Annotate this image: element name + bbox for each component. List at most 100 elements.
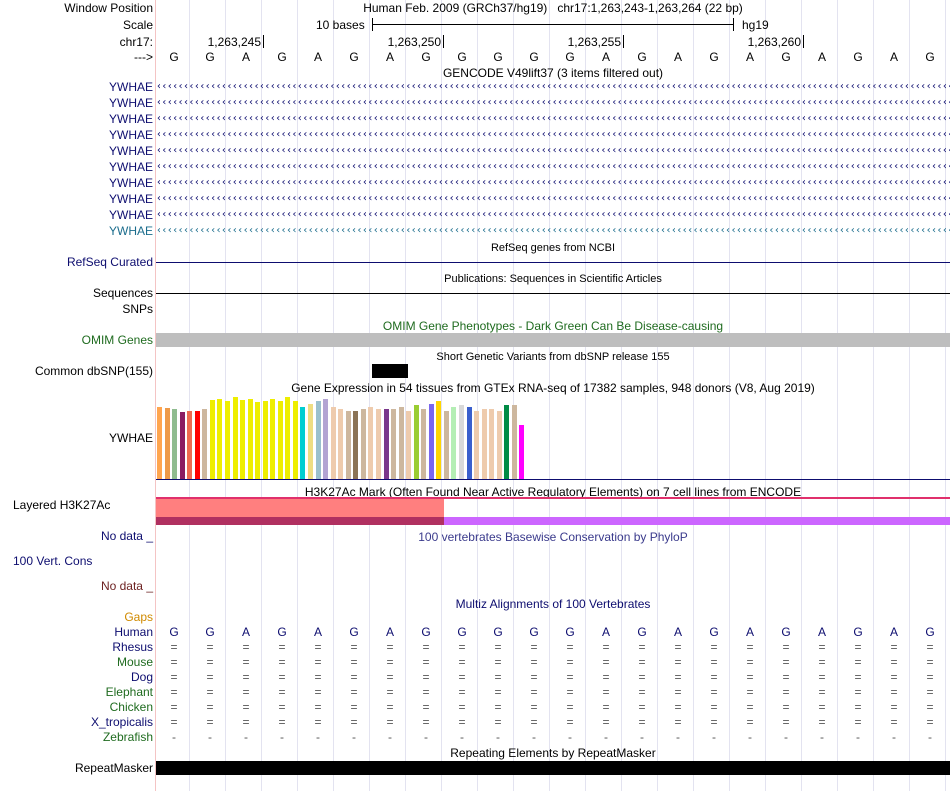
gtex-tissue-bar[interactable] xyxy=(217,399,223,479)
gtex-ywhae-label[interactable]: YWHAE xyxy=(108,431,153,445)
publications-line[interactable] xyxy=(156,293,950,294)
species-label[interactable]: Human xyxy=(114,625,153,639)
gtex-tissue-bar[interactable] xyxy=(451,407,457,479)
refseq-curated-label[interactable]: RefSeq Curated xyxy=(66,255,153,269)
gtex-tissue-bar[interactable] xyxy=(277,401,283,479)
gencode-transcript-label[interactable]: YWHAE xyxy=(108,144,153,158)
species-label[interactable]: Rhesus xyxy=(112,640,153,654)
repeatmasker-label[interactable]: RepeatMasker xyxy=(74,761,153,775)
gtex-tissue-bar[interactable] xyxy=(300,407,306,479)
gtex-tissue-bar[interactable] xyxy=(209,400,215,479)
gtex-tissue-bar[interactable] xyxy=(421,409,427,479)
gtex-tissue-bar[interactable] xyxy=(262,401,268,479)
h3k27ac-signal-pink[interactable] xyxy=(156,499,444,517)
track-image[interactable] xyxy=(156,0,950,791)
gtex-tissue-bar[interactable] xyxy=(511,405,517,479)
gtex-tissue-bar[interactable] xyxy=(308,404,313,479)
gencode-transcript-label[interactable]: YWHAE xyxy=(108,224,153,238)
dbsnp-variant-block[interactable] xyxy=(372,364,408,378)
gencode-transcript-line[interactable]: ‹‹‹‹‹‹‹‹‹‹‹‹‹‹‹‹‹‹‹‹‹‹‹‹‹‹‹‹‹‹‹‹‹‹‹‹‹‹‹‹… xyxy=(156,225,950,236)
layered-h3k27ac-label[interactable]: Layered H3K27Ac xyxy=(13,498,111,512)
omim-gene-bar[interactable] xyxy=(156,333,950,347)
omim-genes-label[interactable]: OMIM Genes xyxy=(81,333,153,347)
gencode-transcript-label[interactable]: YWHAE xyxy=(108,112,153,126)
gtex-tissue-bar[interactable] xyxy=(172,409,178,479)
gencode-transcript-line[interactable]: ‹‹‹‹‹‹‹‹‹‹‹‹‹‹‹‹‹‹‹‹‹‹‹‹‹‹‹‹‹‹‹‹‹‹‹‹‹‹‹‹… xyxy=(156,177,950,188)
gencode-transcript-label[interactable]: YWHAE xyxy=(108,80,153,94)
gtex-tissue-bar[interactable] xyxy=(157,407,162,479)
gtex-tissue-bar[interactable] xyxy=(292,401,298,479)
gtex-tissue-bar[interactable] xyxy=(247,399,253,479)
gtex-tissue-bar[interactable] xyxy=(232,397,238,479)
gtex-tissue-bar[interactable] xyxy=(398,407,404,479)
gtex-tissue-bar[interactable] xyxy=(383,409,389,479)
gencode-transcript-label[interactable]: YWHAE xyxy=(108,128,153,142)
gtex-tissue-bar[interactable] xyxy=(360,409,366,479)
gtex-tissue-bar[interactable] xyxy=(345,411,351,479)
gtex-tissue-bar[interactable] xyxy=(391,409,397,479)
gtex-tissue-bar[interactable] xyxy=(179,412,185,479)
gtex-tissue-bar[interactable] xyxy=(413,405,419,479)
gtex-tissue-bar[interactable] xyxy=(368,407,374,479)
species-label[interactable]: Dog xyxy=(130,670,153,684)
species-label[interactable]: Mouse xyxy=(116,655,153,669)
alignment-match: = xyxy=(926,715,934,729)
gtex-tissue-bar[interactable] xyxy=(338,409,344,479)
gencode-transcript-line[interactable]: ‹‹‹‹‹‹‹‹‹‹‹‹‹‹‹‹‹‹‹‹‹‹‹‹‹‹‹‹‹‹‹‹‹‹‹‹‹‹‹‹… xyxy=(156,113,950,124)
gtex-tissue-bar[interactable] xyxy=(353,411,359,479)
gtex-tissue-bar[interactable] xyxy=(504,405,510,479)
gtex-tissue-bar[interactable] xyxy=(466,407,472,479)
gencode-transcript-line[interactable]: ‹‹‹‹‹‹‹‹‹‹‹‹‹‹‹‹‹‹‹‹‹‹‹‹‹‹‹‹‹‹‹‹‹‹‹‹‹‹‹‹… xyxy=(156,97,950,108)
gencode-transcript-line[interactable]: ‹‹‹‹‹‹‹‹‹‹‹‹‹‹‹‹‹‹‹‹‹‹‹‹‹‹‹‹‹‹‹‹‹‹‹‹‹‹‹‹… xyxy=(156,81,950,92)
gtex-tissue-bar[interactable] xyxy=(164,408,170,479)
gtex-tissue-bar[interactable] xyxy=(428,404,434,479)
sequences-label[interactable]: Sequences xyxy=(92,286,153,300)
alignment-match: = xyxy=(458,700,466,714)
gencode-transcript-line[interactable]: ‹‹‹‹‹‹‹‹‹‹‹‹‹‹‹‹‹‹‹‹‹‹‹‹‹‹‹‹‹‹‹‹‹‹‹‹‹‹‹‹… xyxy=(156,193,950,204)
gtex-tissue-bar[interactable] xyxy=(187,411,193,479)
gtex-tissue-bar[interactable] xyxy=(285,397,291,479)
gtex-tissue-bar[interactable] xyxy=(194,411,200,479)
species-label[interactable]: Elephant xyxy=(105,685,153,699)
gtex-tissue-bar[interactable] xyxy=(459,405,464,479)
h3k27ac-signal-dark[interactable] xyxy=(156,517,444,525)
gtex-tissue-bar[interactable] xyxy=(519,425,525,479)
gencode-transcript-label[interactable]: YWHAE xyxy=(108,96,153,110)
species-label[interactable]: X_tropicalis xyxy=(90,715,153,729)
gtex-tissue-bar[interactable] xyxy=(375,409,381,479)
gtex-tissue-bar[interactable] xyxy=(270,399,276,479)
position-range: chr17:1,263,243-1,263,264 (22 bp) xyxy=(557,1,743,15)
gtex-tissue-bar[interactable] xyxy=(489,409,495,479)
gtex-tissue-bar[interactable] xyxy=(406,411,412,479)
gencode-transcript-label[interactable]: YWHAE xyxy=(108,176,153,190)
species-label[interactable]: Zebrafish xyxy=(102,730,153,744)
gencode-transcript-line[interactable]: ‹‹‹‹‹‹‹‹‹‹‹‹‹‹‹‹‹‹‹‹‹‹‹‹‹‹‹‹‹‹‹‹‹‹‹‹‹‹‹‹… xyxy=(156,161,950,172)
gtex-tissue-bar[interactable] xyxy=(255,402,261,479)
gtex-tissue-bar[interactable] xyxy=(443,411,449,479)
vert-cons-label[interactable]: 100 Vert. Cons xyxy=(13,554,93,568)
repeatmasker-bar[interactable] xyxy=(156,761,950,775)
gtex-tissue-bar[interactable] xyxy=(224,401,230,479)
gencode-transcript-line[interactable]: ‹‹‹‹‹‹‹‹‹‹‹‹‹‹‹‹‹‹‹‹‹‹‹‹‹‹‹‹‹‹‹‹‹‹‹‹‹‹‹‹… xyxy=(156,209,950,220)
gtex-expression-chart[interactable] xyxy=(156,396,950,479)
gtex-tissue-bar[interactable] xyxy=(323,399,329,479)
refseq-gene-line[interactable] xyxy=(156,262,950,263)
gencode-transcript-line[interactable]: ‹‹‹‹‹‹‹‹‹‹‹‹‹‹‹‹‹‹‹‹‹‹‹‹‹‹‹‹‹‹‹‹‹‹‹‹‹‹‹‹… xyxy=(156,129,950,140)
species-label[interactable]: Chicken xyxy=(109,700,153,714)
snps-label[interactable]: SNPs xyxy=(122,302,153,316)
gencode-transcript-label[interactable]: YWHAE xyxy=(108,192,153,206)
gencode-transcript-label[interactable]: YWHAE xyxy=(108,208,153,222)
gencode-transcript-line[interactable]: ‹‹‹‹‹‹‹‹‹‹‹‹‹‹‹‹‹‹‹‹‹‹‹‹‹‹‹‹‹‹‹‹‹‹‹‹‹‹‹‹… xyxy=(156,145,950,156)
h3k27ac-signal-purple[interactable] xyxy=(444,517,950,525)
gtex-tissue-bar[interactable] xyxy=(202,409,208,479)
gencode-transcript-label[interactable]: YWHAE xyxy=(108,160,153,174)
alignment-match: = xyxy=(494,655,502,669)
gtex-tissue-bar[interactable] xyxy=(330,407,336,479)
common-dbsnp-label[interactable]: Common dbSNP(155) xyxy=(34,364,153,378)
gtex-tissue-bar[interactable] xyxy=(496,411,502,479)
gtex-tissue-bar[interactable] xyxy=(481,409,487,479)
gtex-tissue-bar[interactable] xyxy=(240,400,246,479)
gtex-tissue-bar[interactable] xyxy=(315,401,321,479)
gtex-tissue-bar[interactable] xyxy=(436,401,442,479)
gtex-tissue-bar[interactable] xyxy=(474,411,480,479)
